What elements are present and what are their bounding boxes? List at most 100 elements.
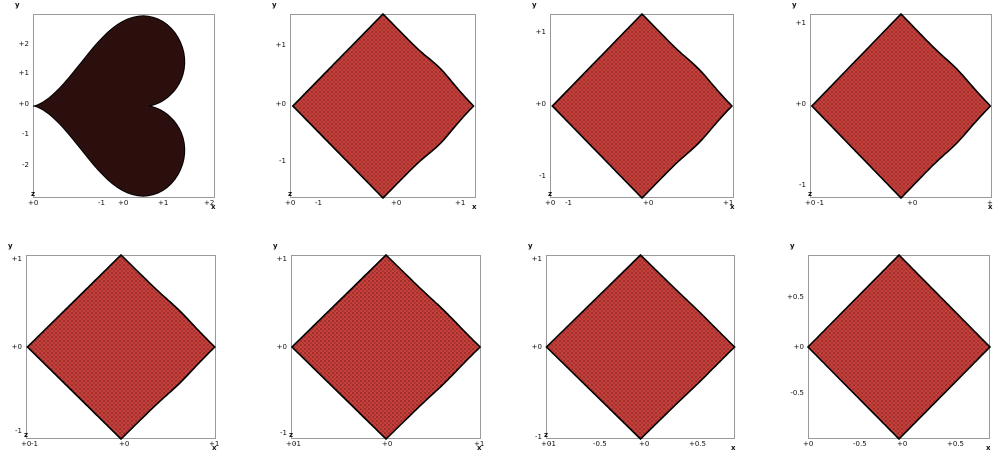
x-tick-label: +0 <box>285 199 296 207</box>
x-tick-label: +0 <box>805 199 816 207</box>
plot-canvas <box>545 253 736 441</box>
y-tick-label: -2 <box>22 161 29 169</box>
y-tick-label: +0.5 <box>787 293 804 301</box>
y-tick-label: -1 <box>799 181 806 189</box>
x-tick-label: +0 <box>897 440 908 448</box>
y-tick-label: +1 <box>535 28 546 36</box>
y-tick-label: -1 <box>535 433 542 441</box>
plot-canvas <box>290 12 476 200</box>
y-axis-name: y <box>273 242 278 250</box>
x-tick-label: +0 <box>639 440 650 448</box>
mesh-shape <box>810 12 992 200</box>
plot-panel-7: y x z +1 +0 -1 +0 -1 -0.5 +0 +0.5 <box>528 243 736 452</box>
y-tick-label: -1 <box>279 157 286 165</box>
plot-panel-3: y x z +1 +0 -1 +0 -1 +0 +1 <box>532 2 735 211</box>
plot-panel-5: y x z +1 +0 -1 +0 -1 +0 +1 <box>8 243 219 452</box>
y-tick-label: +1 <box>795 19 806 27</box>
mesh-shape <box>26 253 216 441</box>
x-axis-name: x <box>477 444 482 452</box>
z-axis-name: z <box>808 190 813 198</box>
x-tick-label: +0 <box>643 199 654 207</box>
x-tick-label: + <box>987 199 993 207</box>
mesh-shape <box>806 253 992 441</box>
plot-panel-4: y x z +1 +0 -1 +0 -1 +0 + <box>792 2 993 211</box>
x-tick-label: +0 <box>119 440 130 448</box>
x-tick-label: +0 <box>118 199 129 207</box>
mesh-shape <box>33 15 186 197</box>
x-tick-label: +1 <box>209 440 220 448</box>
y-tick-label: +0 <box>18 100 29 108</box>
x-tick-label: +0 <box>391 199 402 207</box>
y-tick-label: +0 <box>535 100 546 108</box>
y-axis-name: y <box>15 1 20 9</box>
mesh-shape <box>551 12 733 200</box>
y-tick-label: +0 <box>531 343 542 351</box>
plot-panel-6: y x z +1 +0 -1 +0 -1 +0 +1 <box>273 243 484 452</box>
z-axis-name: z <box>24 431 29 439</box>
x-tick-label: -1 <box>294 440 301 448</box>
z-axis-name: z <box>288 190 293 198</box>
x-tick-label: +0 <box>907 199 918 207</box>
y-tick-label: +1 <box>18 69 29 77</box>
y-axis-name: y <box>528 242 533 250</box>
x-tick-label: -1 <box>315 199 322 207</box>
x-tick-label: +0 <box>803 440 814 448</box>
y-axis-name: y <box>8 242 13 250</box>
x-tick-label: -0.5 <box>853 440 867 448</box>
x-tick-label: +0 <box>382 440 393 448</box>
y-tick-label: +2 <box>18 40 29 48</box>
y-tick-label: -0.5 <box>790 389 804 397</box>
x-axis-name: x <box>472 203 477 211</box>
x-tick-label: +0 <box>21 440 32 448</box>
x-tick-label: +2 <box>204 199 215 207</box>
x-tick-label: -1 <box>98 199 105 207</box>
x-tick-label: +0 <box>541 440 552 448</box>
plot-canvas <box>806 253 992 441</box>
x-tick-label: +0 <box>286 440 297 448</box>
y-axis-name: y <box>532 1 537 9</box>
mesh-shape <box>290 253 482 441</box>
mesh-shape <box>545 253 736 441</box>
x-tick-label: -1 <box>817 199 824 207</box>
y-tick-label: +0 <box>11 343 22 351</box>
x-tick-label: -1 <box>31 440 38 448</box>
plot-panel-8: y x +0.5 +0 -0.5 +0 -0.5 +0 +0.5 <box>787 243 992 452</box>
y-tick-label: +1 <box>275 41 286 49</box>
x-axis-name: x <box>988 203 993 211</box>
plot-canvas <box>33 14 215 198</box>
y-tick-label: -1 <box>22 130 29 138</box>
mesh-shape <box>291 12 475 200</box>
x-tick-label: +1 <box>158 199 169 207</box>
z-axis-name: z <box>289 431 294 439</box>
y-axis-name: y <box>790 242 795 250</box>
z-axis-name: z <box>544 431 549 439</box>
y-axis-name: y <box>792 1 797 9</box>
x-axis-name: x <box>730 203 735 211</box>
y-tick-label: +0 <box>795 100 806 108</box>
x-tick-label: +1 <box>455 199 466 207</box>
x-tick-label: +0.5 <box>947 440 964 448</box>
x-tick-label: -0.5 <box>593 440 607 448</box>
y-tick-label: -1 <box>539 172 546 180</box>
x-tick-label: -1 <box>565 199 572 207</box>
x-axis-name: x <box>986 444 991 452</box>
x-axis-name: x <box>211 203 216 211</box>
plot-canvas <box>26 253 216 441</box>
y-tick-label: +0 <box>793 343 804 351</box>
y-tick-label: +0 <box>276 343 287 351</box>
y-tick-label: +1 <box>11 255 22 263</box>
z-axis-name: z <box>548 190 553 198</box>
plot-canvas <box>290 253 482 441</box>
x-tick-label: +1 <box>723 199 734 207</box>
x-tick-label: -1 <box>549 440 556 448</box>
x-axis-name: x <box>212 444 217 452</box>
plot-canvas <box>550 12 734 200</box>
y-tick-label: +1 <box>531 255 542 263</box>
y-tick-label: -1 <box>280 429 287 437</box>
y-tick-label: -1 <box>15 427 22 435</box>
plot-canvas <box>810 12 992 200</box>
x-axis-name: x <box>731 444 736 452</box>
x-tick-label: +1 <box>474 440 485 448</box>
plot-panel-1: y x z +2 +1 +0 -1 -2 +0 -1 +0 +1 +2 <box>15 2 216 211</box>
plot-panel-2: y x z +1 +0 -1 +0 -1 +0 +1 <box>272 2 477 211</box>
